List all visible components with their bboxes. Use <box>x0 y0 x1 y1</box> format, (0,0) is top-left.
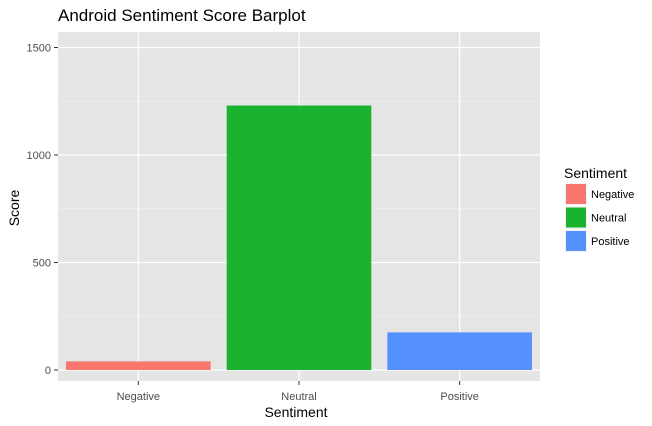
legend: Sentiment Negative Neutral Positive <box>564 165 634 252</box>
y-tick-label: 1500 <box>27 43 51 55</box>
y-axis: 0 500 1000 1500 <box>27 43 58 377</box>
x-tick-label: Negative <box>117 391 160 403</box>
legend-title: Sentiment <box>564 165 627 181</box>
legend-label-positive: Positive <box>591 236 630 248</box>
x-axis-title: Sentiment <box>264 404 327 420</box>
bar-neutral <box>226 105 372 371</box>
bars <box>66 105 532 371</box>
x-tick-label: Positive <box>440 391 479 403</box>
y-tick-label: 1000 <box>27 150 51 162</box>
legend-swatch-negative <box>566 184 586 204</box>
x-tick-label: Neutral <box>281 391 316 403</box>
legend-label-negative: Negative <box>591 189 634 201</box>
bar-negative <box>66 361 211 370</box>
legend-label-neutral: Neutral <box>591 213 626 225</box>
bar-positive <box>387 332 532 370</box>
legend-swatch-positive <box>566 231 586 251</box>
y-tick-label: 0 <box>45 365 51 377</box>
x-axis: Negative Neutral Positive <box>117 381 479 403</box>
y-axis-title: Score <box>6 190 22 227</box>
chart-title: Android Sentiment Score Barplot <box>58 6 306 25</box>
legend-swatch-neutral <box>566 207 586 228</box>
y-tick-label: 500 <box>33 258 51 270</box>
